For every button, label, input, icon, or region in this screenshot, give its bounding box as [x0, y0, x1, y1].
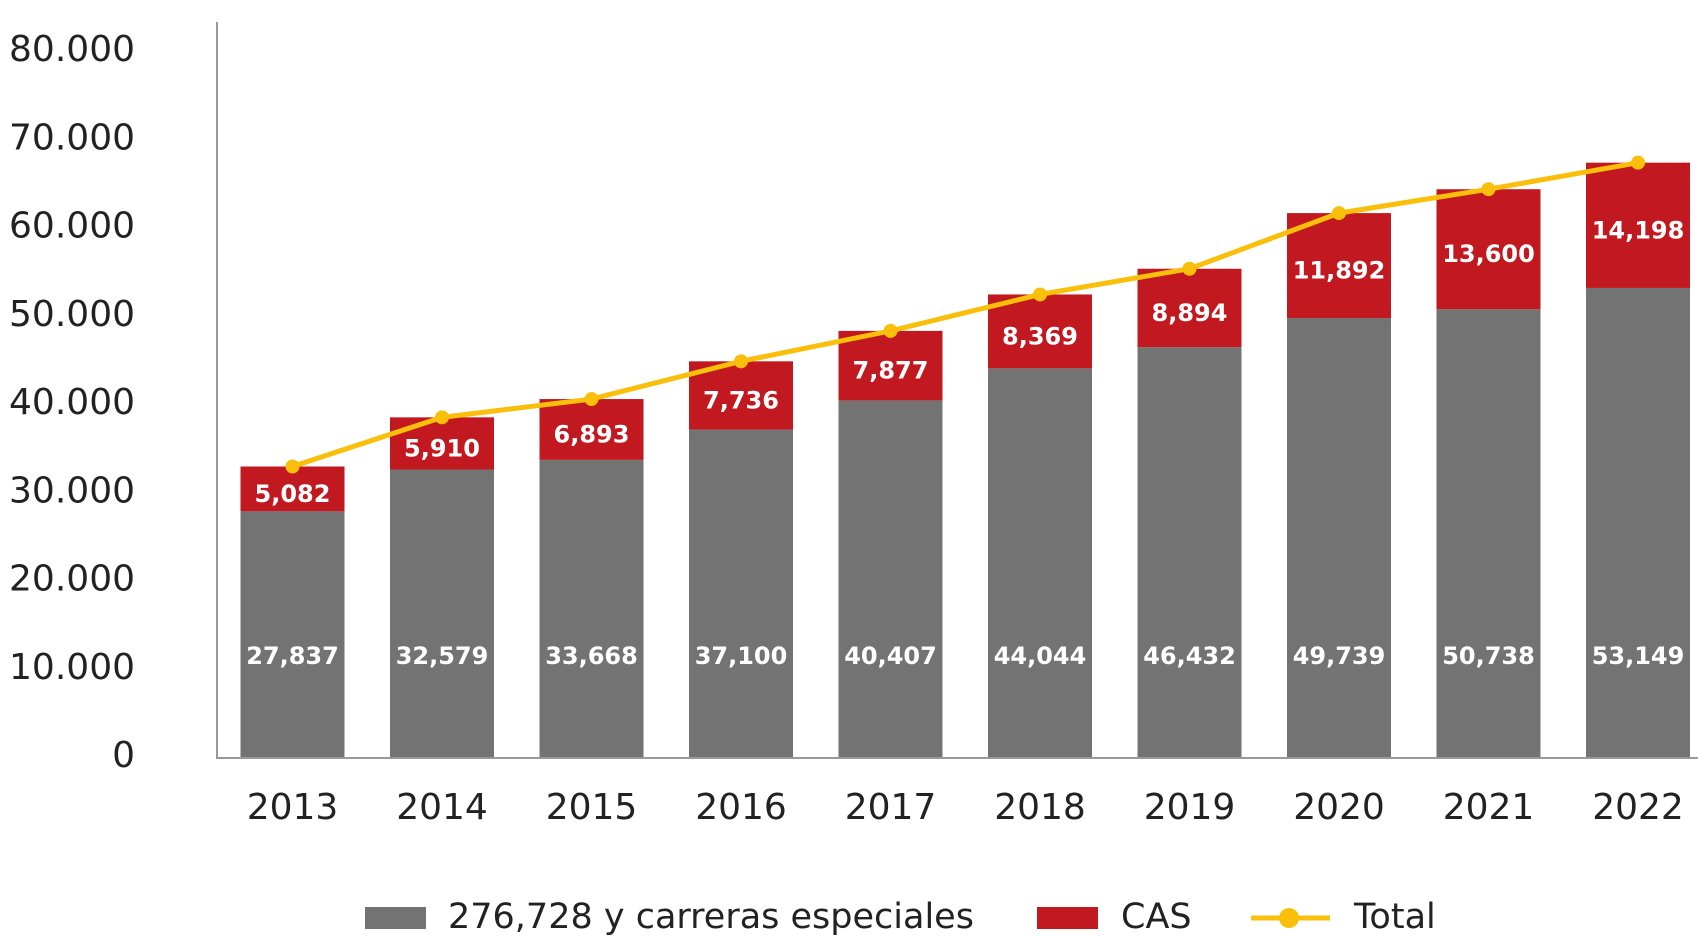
data-label: 8,369 — [1002, 322, 1078, 350]
data-label: 44,044 — [994, 642, 1087, 670]
data-label: 11,892 — [1293, 257, 1386, 285]
y-tick-label: 40.000 — [9, 382, 135, 423]
line-point — [435, 410, 449, 425]
data-label: 14,198 — [1592, 216, 1685, 244]
x-tick-label: 2014 — [396, 787, 488, 828]
bar-segment — [689, 429, 793, 757]
x-tick-label: 2013 — [247, 787, 339, 828]
y-tick-label: 80.000 — [9, 29, 135, 70]
data-label: 5,082 — [255, 480, 331, 508]
x-tick-label: 2022 — [1592, 787, 1684, 828]
x-tick-label: 2020 — [1293, 787, 1385, 828]
line-point — [734, 354, 748, 369]
line-point — [1033, 287, 1047, 302]
legend-swatch-dot — [1279, 908, 1299, 928]
data-label: 7,736 — [703, 386, 779, 414]
line-point — [1631, 155, 1645, 170]
bar-segment — [390, 417, 494, 470]
data-label: 46,432 — [1143, 642, 1236, 670]
y-tick-label: 50.000 — [9, 294, 135, 335]
data-label: 37,100 — [695, 642, 788, 670]
line — [291, 160, 1639, 469]
legend-label: CAS — [1121, 897, 1192, 936]
data-label: 27,837 — [246, 642, 339, 670]
bar-segment — [1137, 268, 1242, 348]
y-tick-label: 60.000 — [9, 206, 135, 247]
line-point — [584, 392, 599, 407]
bar-segment — [1586, 287, 1690, 757]
bar-segment — [390, 469, 494, 757]
bar-segment — [988, 294, 1092, 369]
legend-label: 276,728 y carreras especiales — [448, 897, 974, 936]
data-label: 5,910 — [404, 434, 480, 462]
line-point — [285, 459, 300, 474]
data-label: 7,877 — [853, 357, 929, 385]
x-tick-label: 2018 — [994, 787, 1086, 828]
data-label: 49,739 — [1293, 642, 1386, 670]
line-point — [1332, 206, 1346, 221]
y-tick-label: 0 — [112, 735, 135, 776]
bar-segment — [539, 459, 644, 757]
bar-segment — [1287, 213, 1391, 319]
x-tick-label: 2016 — [695, 787, 787, 828]
bar-segment — [240, 466, 345, 512]
legend-swatch — [1037, 907, 1098, 929]
y-tick-label: 30.000 — [9, 470, 135, 511]
line-point — [1481, 182, 1496, 197]
y-tick-label: 20.000 — [9, 559, 135, 600]
bar-segment — [988, 368, 1092, 757]
data-label: 53,149 — [1592, 642, 1685, 670]
line-point — [1182, 261, 1197, 276]
bar-segment — [1137, 347, 1242, 757]
data-label: 40,407 — [844, 642, 937, 670]
line-point — [883, 323, 898, 338]
bar-segment — [838, 330, 943, 401]
x-tick-label: 2019 — [1144, 787, 1236, 828]
x-tick-label: 2015 — [546, 787, 638, 828]
bar-segment — [689, 361, 793, 430]
legend-label: Total — [1353, 897, 1436, 936]
data-label: 8,894 — [1152, 299, 1228, 327]
data-label: 32,579 — [396, 642, 489, 670]
x-tick-label: 2017 — [845, 787, 937, 828]
bar-segment — [838, 400, 943, 757]
bar-segment — [1436, 189, 1541, 310]
data-label: 50,738 — [1442, 642, 1535, 670]
y-tick-label: 70.000 — [9, 117, 135, 158]
data-label: 33,668 — [545, 642, 638, 670]
bar-segment — [240, 511, 345, 757]
legend-swatch — [365, 907, 426, 929]
data-label: 6,893 — [554, 420, 630, 448]
y-tick-label: 10.000 — [9, 647, 135, 688]
x-tick-label: 2021 — [1443, 787, 1535, 828]
bar-segment — [1287, 318, 1391, 757]
bar-segment — [1436, 309, 1541, 757]
bar-segment — [1586, 162, 1690, 288]
bar-segment — [539, 399, 644, 460]
data-label: 13,600 — [1442, 240, 1535, 268]
